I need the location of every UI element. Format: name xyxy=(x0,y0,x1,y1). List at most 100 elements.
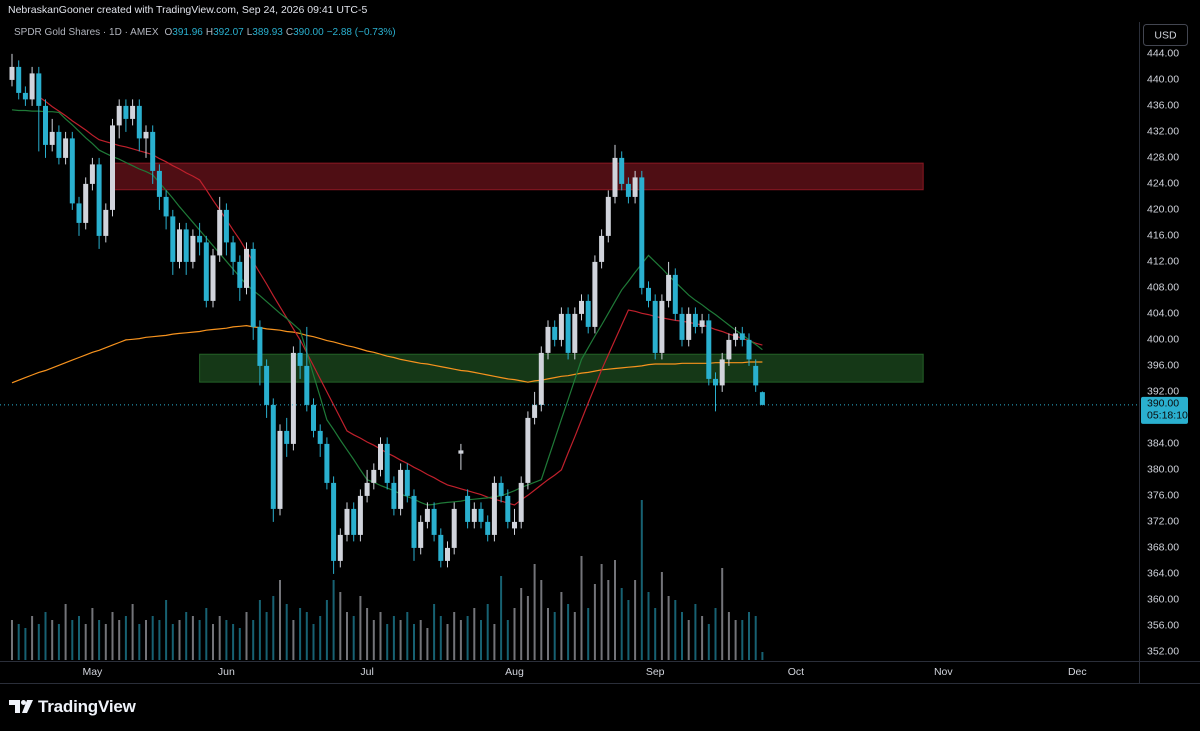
volume-bar xyxy=(51,620,54,660)
volume-bar xyxy=(486,604,489,660)
volume-bar xyxy=(325,600,328,660)
candle-body xyxy=(471,508,477,522)
volume-bar xyxy=(748,612,750,660)
candle-body xyxy=(96,164,102,236)
volume-bar xyxy=(654,608,657,660)
volume-bar xyxy=(11,620,13,660)
volume-bar xyxy=(131,604,134,660)
y-tick-label: 412.00 xyxy=(1147,256,1179,268)
candle-body xyxy=(639,177,645,288)
candle-body xyxy=(666,274,672,301)
candle-body xyxy=(29,73,35,100)
candle-body xyxy=(411,495,417,548)
volume-bar xyxy=(567,604,570,660)
credit: NebraskanGooner created with TradingView… xyxy=(8,4,368,16)
y-tick-label: 428.00 xyxy=(1147,152,1179,164)
currency-button[interactable] xyxy=(1143,24,1188,46)
candle-body xyxy=(532,404,538,418)
volume-bar xyxy=(118,620,121,660)
x-tick-label: May xyxy=(82,666,103,678)
x-tick-label: Jun xyxy=(218,666,235,678)
volume-bar xyxy=(124,616,127,660)
volume-bar xyxy=(627,600,630,660)
candle-body xyxy=(156,170,162,197)
y-tick-label: 352.00 xyxy=(1147,646,1179,658)
volume-bar xyxy=(714,608,717,660)
volume-bar xyxy=(245,612,248,660)
candle-body xyxy=(56,131,62,158)
volume-bar xyxy=(238,628,241,660)
y-tick-label: 408.00 xyxy=(1147,282,1179,294)
volume-bar xyxy=(98,620,101,660)
volume-bar xyxy=(299,608,302,660)
y-tick-label: 416.00 xyxy=(1147,230,1179,242)
volume-bar xyxy=(473,608,476,660)
volume-bar xyxy=(285,604,288,660)
y-tick-label: 372.00 xyxy=(1147,516,1179,528)
candle-body xyxy=(672,274,678,314)
volume-bar xyxy=(185,612,188,660)
volume-bar xyxy=(57,624,60,660)
volume-bar xyxy=(158,620,161,660)
volume-bar xyxy=(145,620,147,660)
candle-body xyxy=(110,125,115,210)
volume-bar xyxy=(540,580,543,660)
candle-body xyxy=(371,469,377,483)
volume-bar xyxy=(587,608,590,660)
candle-body xyxy=(478,508,484,522)
candle-body xyxy=(337,534,343,561)
legend-value: 389.93 xyxy=(252,27,283,38)
candle-body xyxy=(458,450,464,454)
last-price-box xyxy=(1141,396,1188,424)
candle-body xyxy=(699,320,705,327)
candle-body xyxy=(599,235,605,262)
candle-body xyxy=(190,235,196,262)
volume-bar xyxy=(667,596,670,660)
candle-body xyxy=(398,469,404,509)
y-tick-label: 376.00 xyxy=(1147,490,1179,502)
legend-change: −2.88 (−0.73%) xyxy=(326,27,396,38)
candle-body xyxy=(719,359,725,386)
volume-bar xyxy=(198,620,201,660)
volume-bar xyxy=(265,612,268,660)
y-tick-label: 396.00 xyxy=(1147,360,1179,372)
candle-body xyxy=(324,443,330,483)
candle-body xyxy=(733,333,739,340)
candle-body xyxy=(304,365,310,405)
volume-bar xyxy=(734,620,737,660)
volume-bar xyxy=(453,612,456,660)
volume-bar xyxy=(84,624,87,660)
volume-bar xyxy=(71,620,74,660)
candle-body xyxy=(364,482,370,496)
candle-body xyxy=(706,320,712,379)
x-tick-label: Dec xyxy=(1068,666,1087,678)
volume-bar xyxy=(573,612,576,660)
candle-body xyxy=(163,196,169,217)
volume-bar xyxy=(191,616,194,660)
candle-body xyxy=(136,105,142,139)
y-tick-label: 392.00 xyxy=(1147,386,1179,398)
symbol: SPDR Gold Shares · 1D · AMEX xyxy=(14,27,159,38)
volume-bar xyxy=(44,612,47,660)
volume-bar xyxy=(727,612,730,660)
candle-body xyxy=(659,300,665,353)
candle-body xyxy=(505,495,511,522)
volume-bar xyxy=(272,596,275,660)
candle-body xyxy=(525,417,531,483)
volume-bar xyxy=(165,600,168,660)
candle-body xyxy=(223,209,229,243)
brand: TradingView xyxy=(38,697,136,716)
countdown-label: 05:18:10 xyxy=(1147,410,1188,422)
candle-body xyxy=(170,216,176,262)
volume-bar xyxy=(279,580,281,660)
volume-bar xyxy=(707,624,710,660)
y-tick-label: 364.00 xyxy=(1147,568,1179,580)
volume-bar xyxy=(359,596,362,660)
candle-body xyxy=(625,183,631,197)
candle-body xyxy=(270,404,276,509)
volume-bar xyxy=(178,620,181,660)
volume-bar xyxy=(681,612,683,660)
volume-bar xyxy=(339,592,342,660)
volume-bar xyxy=(258,600,261,660)
